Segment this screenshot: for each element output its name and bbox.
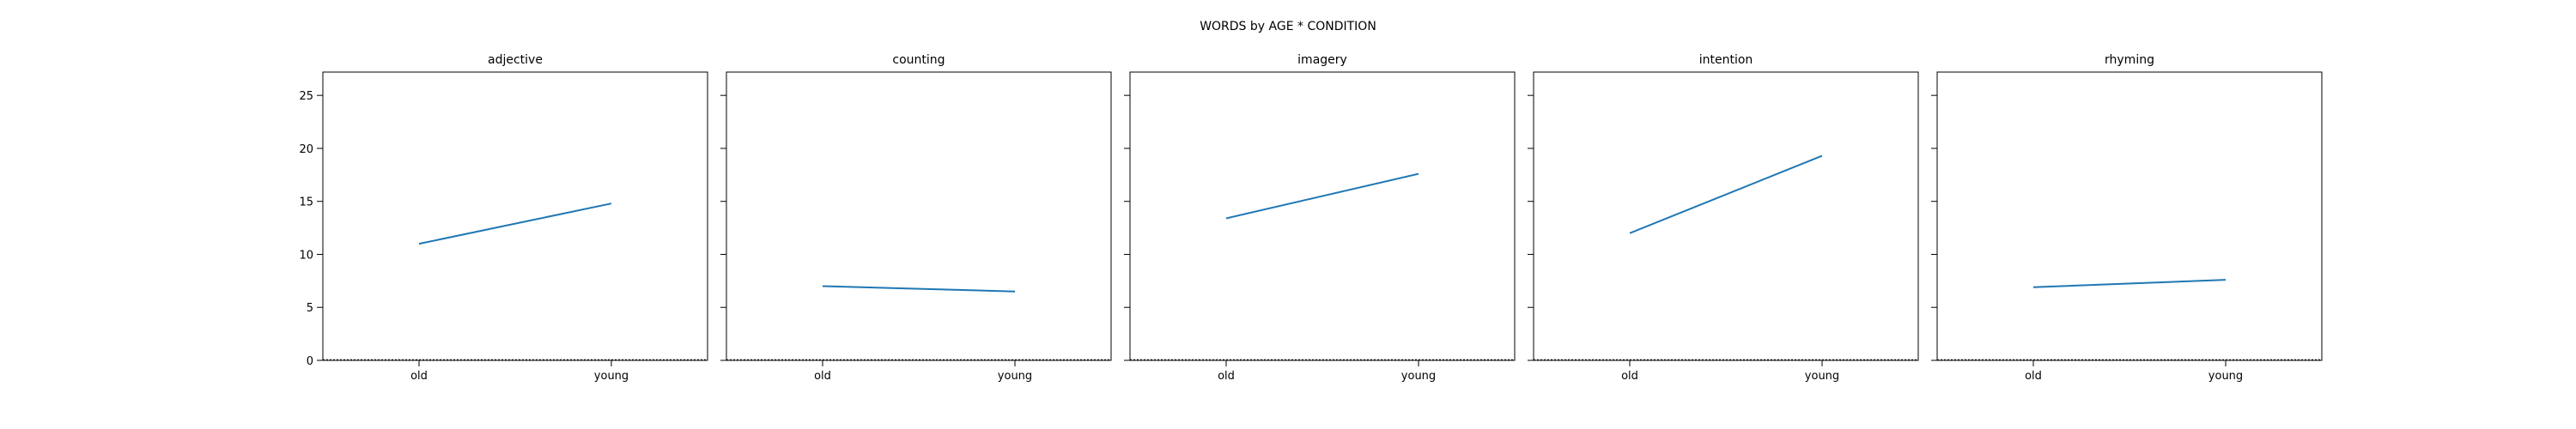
x-tick-label: old	[1621, 370, 1638, 383]
series-line-imagery	[1225, 172, 1419, 220]
x-tick-label: old	[2025, 370, 2042, 383]
y-tick-label: 15	[299, 196, 313, 209]
series-line-intention	[1629, 154, 1823, 234]
panel-frame	[1936, 71, 2323, 361]
panel-adjective: adjective 0 5 10 15 20 25 old young	[299, 53, 708, 383]
panel-title: intention	[1699, 53, 1753, 67]
panel-intention: intention old young	[1528, 53, 1919, 383]
panel-rhyming: rhyming old young	[1931, 53, 2323, 383]
y-tick-label: 20	[299, 143, 313, 156]
panel-title: rhyming	[2105, 53, 2154, 67]
panel-title: counting	[892, 53, 945, 67]
y-tick-label: 25	[299, 90, 313, 103]
x-tick-label: young	[1401, 370, 1436, 383]
x-tick-label: young	[1805, 370, 1839, 383]
x-tick-label: old	[814, 370, 831, 383]
y-tick-label: 10	[299, 249, 313, 262]
panel-frame	[1129, 71, 1516, 361]
panel-title: imagery	[1297, 53, 1347, 67]
series-line-counting	[822, 285, 1016, 293]
panel-counting: counting old young	[720, 53, 1112, 383]
x-tick-label: old	[1218, 370, 1235, 383]
x-tick-label: young	[594, 370, 629, 383]
panels-group: adjective 0 5 10 15 20 25 old young counting old yo…	[299, 53, 2323, 383]
y-tick-label: 5	[307, 302, 313, 315]
chart-title: WORDS by AGE * CONDITION	[1200, 20, 1376, 33]
panel-frame	[1533, 71, 1919, 361]
x-tick-label: young	[998, 370, 1032, 383]
panel-frame	[322, 71, 708, 361]
panel-title: adjective	[488, 53, 543, 67]
y-tick-label: 0	[307, 355, 313, 368]
panel-frame	[726, 71, 1112, 361]
series-line-adjective	[418, 202, 612, 245]
panel-imagery: imagery old young	[1124, 53, 1516, 383]
x-tick-label: young	[2208, 370, 2243, 383]
x-tick-label: old	[410, 370, 428, 383]
series-line-rhyming	[2032, 279, 2227, 288]
